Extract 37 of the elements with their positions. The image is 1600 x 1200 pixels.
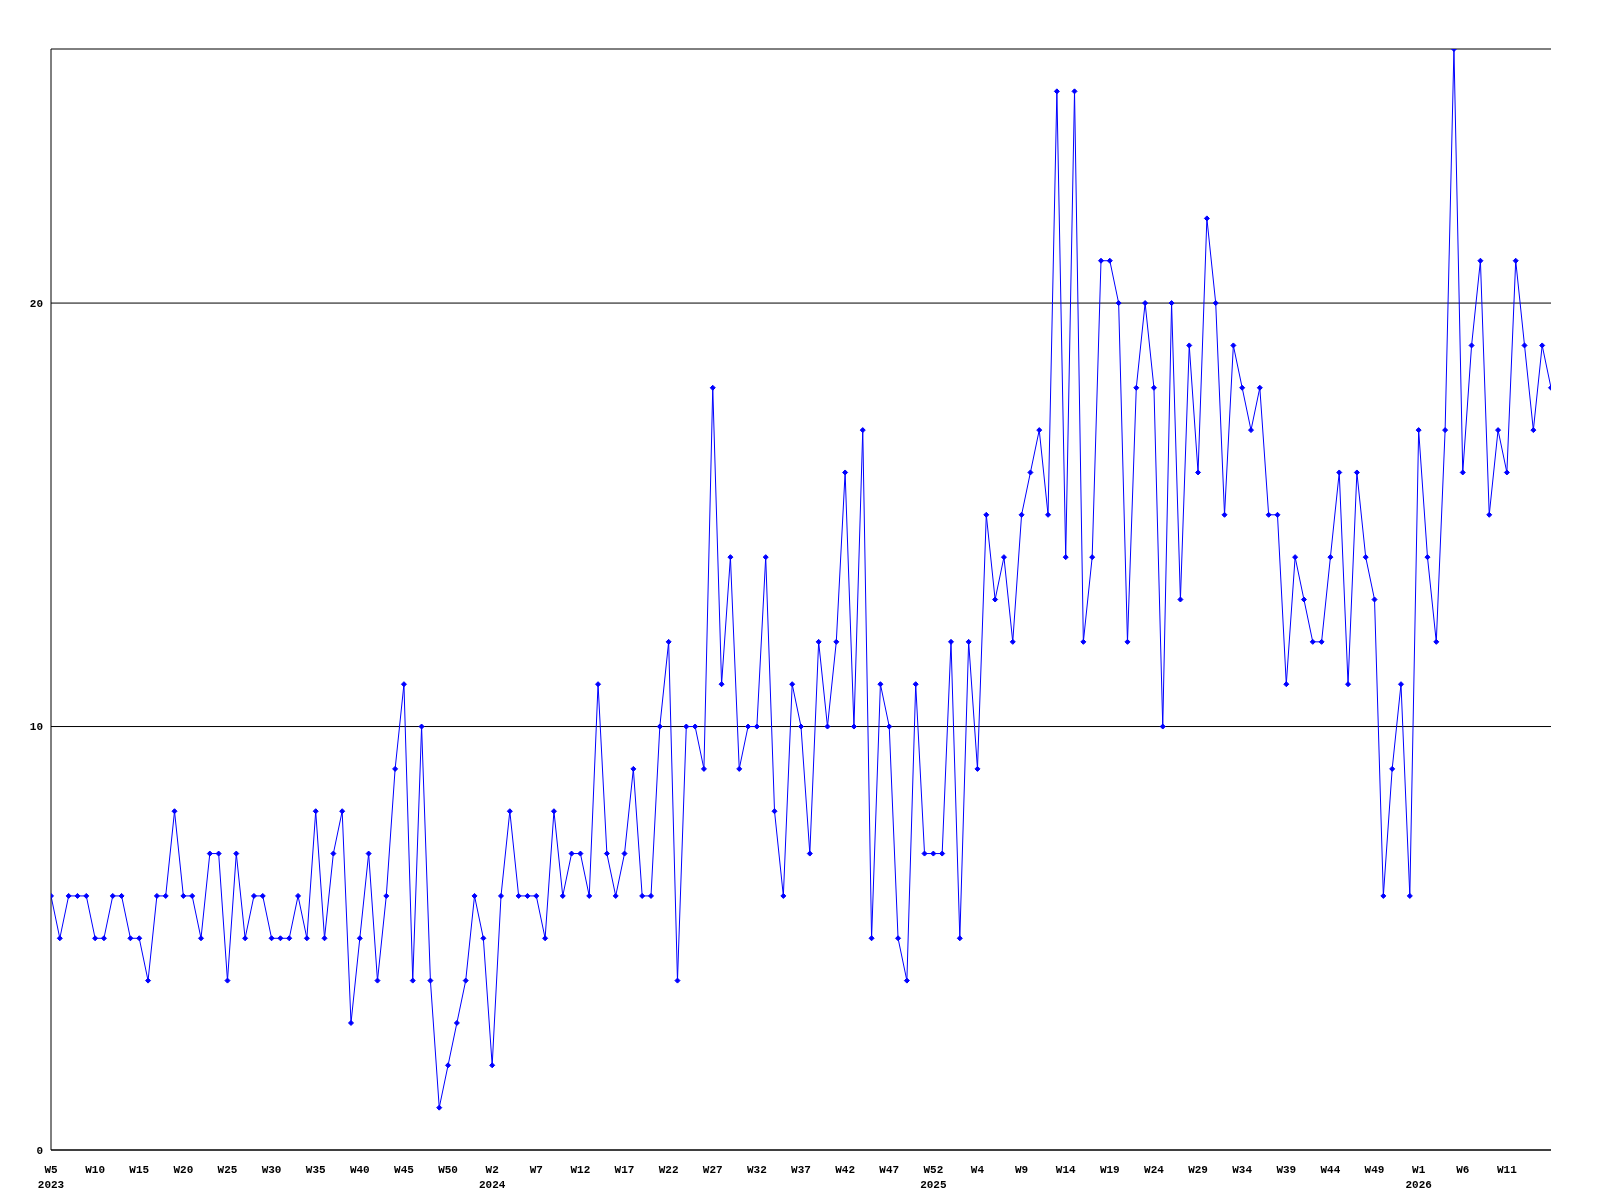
x-tick-label: W4 bbox=[970, 1164, 985, 1176]
x-tick-label: W44 bbox=[1320, 1164, 1341, 1176]
x-tick-label: W11 bbox=[1496, 1164, 1518, 1176]
y-tick-label: 0 bbox=[36, 1144, 43, 1157]
x-tick-label: W49 bbox=[1364, 1164, 1385, 1176]
x-tick-label: W2 2024 bbox=[478, 1164, 506, 1191]
x-tick-label: W5 2023 bbox=[37, 1164, 65, 1191]
x-tick-label: W32 bbox=[746, 1164, 767, 1176]
x-tick-label: W7 bbox=[529, 1164, 543, 1176]
x-tick-label: W12 bbox=[570, 1164, 591, 1176]
x-tick-label: W14 bbox=[1055, 1164, 1076, 1176]
x-tick-label: W40 bbox=[349, 1164, 370, 1176]
x-tick-label: W29 bbox=[1188, 1164, 1208, 1176]
x-tick-label: W17 bbox=[614, 1164, 635, 1176]
x-tick-label: W50 bbox=[438, 1164, 458, 1176]
x-tick-label: W24 bbox=[1144, 1164, 1165, 1176]
y-tick-label: 20 bbox=[29, 297, 43, 310]
x-tick-label: W47 bbox=[879, 1164, 900, 1176]
x-tick-label: W19 bbox=[1099, 1164, 1120, 1176]
x-tick-label: W45 bbox=[394, 1164, 415, 1176]
x-tick-label: W1 2026 bbox=[1405, 1164, 1432, 1191]
y-tick-label: 10 bbox=[29, 721, 43, 734]
x-tick-label: W42 bbox=[835, 1164, 856, 1176]
x-tick-label: W35 bbox=[305, 1164, 326, 1176]
x-tick-label: W30 bbox=[261, 1164, 282, 1176]
x-tick-label: W10 bbox=[85, 1164, 106, 1176]
x-tick-label: W20 bbox=[173, 1164, 194, 1176]
x-tick-label: W9 bbox=[1014, 1164, 1029, 1176]
x-tick-label: W15 bbox=[129, 1164, 150, 1176]
x-tick-label: W27 bbox=[702, 1164, 723, 1176]
x-tick-label: W34 bbox=[1232, 1164, 1253, 1176]
x-tick-label: W37 bbox=[791, 1164, 811, 1176]
x-tick-label: W6 bbox=[1456, 1164, 1470, 1176]
x-tick-label: W39 bbox=[1276, 1164, 1297, 1176]
x-tick-label: W52 2025 bbox=[920, 1164, 947, 1191]
x-tick-label: W22 bbox=[658, 1164, 679, 1176]
x-tick-label: W25 bbox=[217, 1164, 238, 1176]
